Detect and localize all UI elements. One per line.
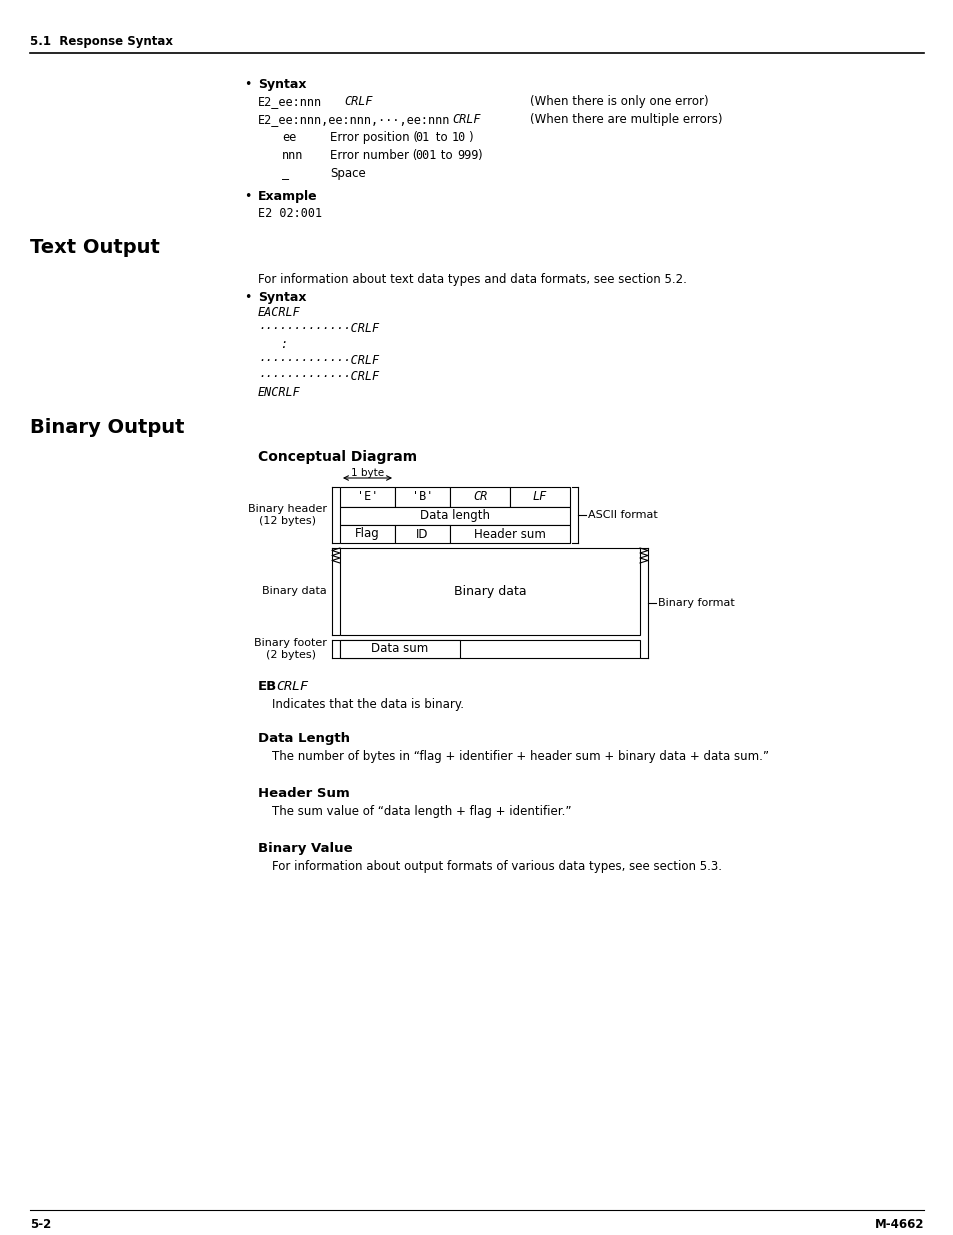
Text: EACRLF: EACRLF (257, 306, 300, 319)
Text: 999: 999 (456, 149, 477, 162)
Text: E2 02:001: E2 02:001 (257, 207, 322, 220)
Bar (395, 525, 450, 543)
Text: •: • (244, 78, 252, 91)
Text: M-4662: M-4662 (874, 1218, 923, 1231)
Text: Binary data: Binary data (262, 587, 327, 597)
Text: to: to (432, 131, 451, 144)
Text: Binary format: Binary format (658, 598, 734, 608)
Bar (339, 640, 459, 658)
Text: Syntax: Syntax (257, 291, 306, 304)
Text: EB: EB (257, 680, 277, 693)
Text: (When there is only one error): (When there is only one error) (530, 95, 708, 107)
Text: ): ) (476, 149, 481, 162)
Text: Data Length: Data Length (257, 732, 350, 745)
Text: Space: Space (330, 167, 365, 180)
Text: Example: Example (257, 190, 317, 203)
Bar (339, 548, 639, 635)
Text: ·············CRLF: ·············CRLF (257, 322, 378, 335)
Text: •: • (244, 190, 252, 203)
Text: 10: 10 (452, 131, 466, 144)
Text: ee: ee (282, 131, 296, 144)
Text: CRLF: CRLF (344, 95, 372, 107)
Text: nnn: nnn (282, 149, 303, 162)
Text: Binary data: Binary data (454, 585, 526, 598)
Text: Binary header
(12 bytes): Binary header (12 bytes) (248, 504, 327, 526)
Bar (339, 525, 395, 543)
Text: For information about text data types and data formats, see section 5.2.: For information about text data types an… (257, 273, 686, 287)
Text: Indicates that the data is binary.: Indicates that the data is binary. (272, 698, 463, 711)
Text: Data length: Data length (419, 510, 490, 522)
Text: ID: ID (416, 527, 428, 541)
Text: Conceptual Diagram: Conceptual Diagram (257, 450, 416, 464)
Text: CRLF: CRLF (275, 680, 308, 693)
Text: 001: 001 (415, 149, 436, 162)
Text: LF: LF (533, 490, 547, 504)
Text: ENCRLF: ENCRLF (257, 387, 300, 399)
Text: E2_ee:nnn,ee:nnn,···,ee:nnn: E2_ee:nnn,ee:nnn,···,ee:nnn (257, 112, 450, 126)
Bar (510, 487, 569, 508)
Bar (339, 508, 569, 525)
Text: :: : (280, 338, 287, 351)
Bar (395, 487, 450, 508)
Text: Header Sum: Header Sum (257, 787, 350, 800)
Text: 01: 01 (415, 131, 429, 144)
Text: Data sum: Data sum (371, 642, 428, 656)
Bar (450, 525, 569, 543)
Text: Text Output: Text Output (30, 238, 160, 257)
Text: •: • (244, 291, 252, 304)
Text: 5.1  Response Syntax: 5.1 Response Syntax (30, 36, 172, 48)
Text: Syntax: Syntax (257, 78, 306, 91)
Text: 5-2: 5-2 (30, 1218, 51, 1231)
Bar (339, 640, 639, 658)
Text: ·············CRLF: ·············CRLF (257, 354, 378, 367)
Text: The sum value of “data length + flag + identifier.”: The sum value of “data length + flag + i… (272, 805, 571, 818)
Text: 1 byte: 1 byte (351, 468, 384, 478)
Bar (450, 487, 510, 508)
Text: ASCII format: ASCII format (587, 510, 657, 520)
Text: The number of bytes in “flag + identifier + header sum + binary data + data sum.: The number of bytes in “flag + identifie… (272, 750, 768, 763)
Text: (When there are multiple errors): (When there are multiple errors) (530, 112, 721, 126)
Text: ·············CRLF: ·············CRLF (257, 370, 378, 383)
Text: ): ) (468, 131, 472, 144)
Text: _: _ (282, 167, 289, 180)
Bar (339, 487, 395, 508)
Text: Flag: Flag (355, 527, 379, 541)
Text: Error position (: Error position ( (330, 131, 417, 144)
Text: Header sum: Header sum (474, 527, 545, 541)
Text: 'B': 'B' (412, 490, 433, 504)
Text: Binary Value: Binary Value (257, 842, 353, 855)
Text: Error number (: Error number ( (330, 149, 416, 162)
Text: E2_ee:nnn: E2_ee:nnn (257, 95, 322, 107)
Text: Binary Output: Binary Output (30, 417, 184, 437)
Text: CR: CR (473, 490, 487, 504)
Text: 'E': 'E' (356, 490, 377, 504)
Text: Binary footer
(2 bytes): Binary footer (2 bytes) (253, 638, 327, 659)
Text: CRLF: CRLF (452, 112, 480, 126)
Text: For information about output formats of various data types, see section 5.3.: For information about output formats of … (272, 860, 721, 873)
Text: to: to (436, 149, 456, 162)
